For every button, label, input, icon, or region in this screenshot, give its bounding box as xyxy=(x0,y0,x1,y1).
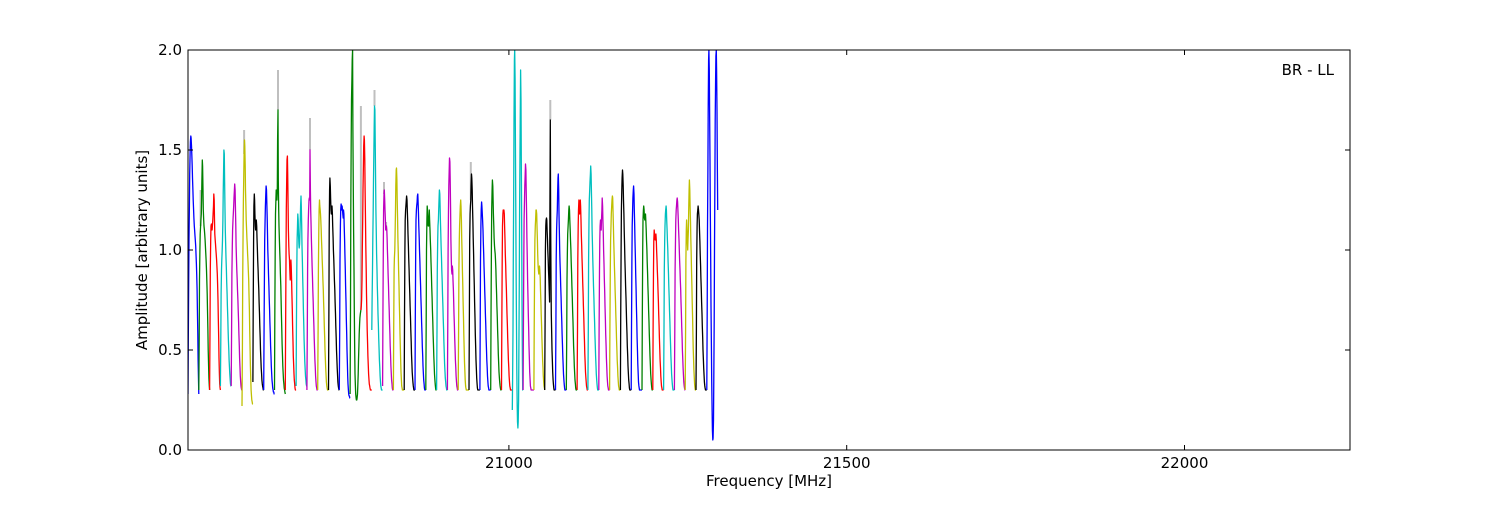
series-band-23 xyxy=(425,205,437,391)
series-band-8 xyxy=(263,185,275,395)
series-band-42 xyxy=(630,185,643,391)
series-band-25 xyxy=(446,157,459,391)
chart-annotation: BR - LL xyxy=(1282,61,1335,79)
series-band-11 xyxy=(295,195,308,387)
y-tick-label-0.5: 0.5 xyxy=(158,341,182,359)
y-tick-label-0: 0.0 xyxy=(158,441,182,459)
series-band-33 xyxy=(533,209,546,391)
series-band-30 xyxy=(500,209,513,391)
y-tick-label-1.5: 1.5 xyxy=(158,141,182,159)
series-band-39 xyxy=(598,197,610,391)
series-band-16 xyxy=(349,50,362,401)
series-band-35 xyxy=(554,173,567,391)
ticks-layer: 21000 21500 22000 0.0 0.5 1.0 1.5 2.0 xyxy=(158,41,1350,472)
series-band-38 xyxy=(587,165,600,391)
series-band-27 xyxy=(468,173,481,391)
series-band-46 xyxy=(673,197,686,391)
series-band-32 xyxy=(522,163,535,391)
y-axis-label: Amplitude [arbitrary units] xyxy=(133,150,151,350)
series-band-49 xyxy=(706,50,719,441)
series-band-13 xyxy=(317,199,329,391)
y-tick-label-1: 1.0 xyxy=(158,241,182,259)
series-band-36 xyxy=(565,205,578,391)
series-band-40 xyxy=(608,195,621,391)
x-axis-label: Frequency [MHz] xyxy=(706,472,832,490)
series-band-4 xyxy=(219,149,232,387)
series-band-34 xyxy=(544,119,556,391)
series-band-44 xyxy=(652,229,664,391)
series-band-41 xyxy=(619,169,632,391)
x-tick-label-21500: 21500 xyxy=(823,454,871,472)
series-band-9 xyxy=(273,109,286,395)
series-band-5 xyxy=(230,183,243,391)
series-band-12 xyxy=(306,149,319,391)
series-band-7 xyxy=(252,193,264,391)
series-band-14 xyxy=(327,177,340,391)
series-band-10 xyxy=(284,155,297,391)
series-band-15 xyxy=(338,203,351,399)
series-band-20 xyxy=(392,167,405,391)
series-band-43 xyxy=(641,205,654,391)
x-tick-label-22000: 22000 xyxy=(1161,454,1209,472)
y-tick-label-2: 2.0 xyxy=(158,41,182,59)
series-band-19 xyxy=(381,189,394,391)
series-band-21 xyxy=(403,195,416,391)
series-band-6 xyxy=(241,139,254,407)
series-layer xyxy=(188,50,719,441)
series-band-18 xyxy=(371,105,383,391)
series-band-48 xyxy=(695,205,708,391)
series-band-3 xyxy=(208,193,222,391)
series-band-31 xyxy=(511,50,524,429)
series-band-22 xyxy=(414,193,427,391)
series-band-24 xyxy=(435,189,448,391)
series-band-26 xyxy=(457,199,470,391)
series-band-45 xyxy=(662,205,675,391)
series-band-28 xyxy=(479,201,491,391)
series-band-1 xyxy=(188,135,200,395)
series-band-37 xyxy=(576,199,589,391)
series-band-29 xyxy=(490,179,502,391)
series-band-17 xyxy=(360,135,373,391)
x-tick-label-21000: 21000 xyxy=(485,454,533,472)
series-band-47 xyxy=(684,179,697,391)
series-band-2 xyxy=(198,159,211,391)
